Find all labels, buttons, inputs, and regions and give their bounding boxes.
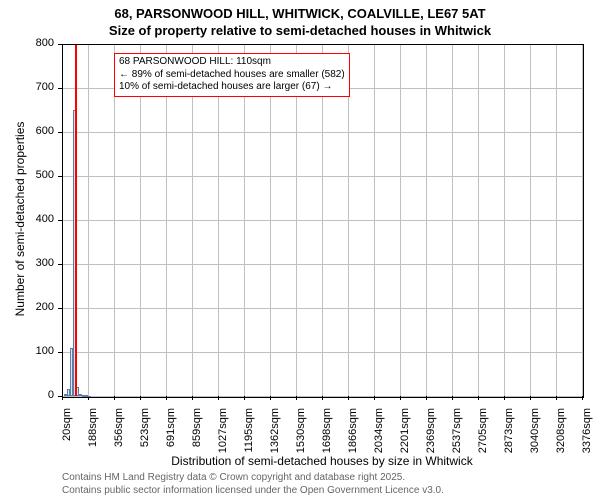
ytick-label: 400 (0, 213, 54, 225)
xtick-label: 2705sqm (477, 408, 489, 463)
xtick-label: 2201sqm (399, 408, 411, 463)
ytick-label: 300 (0, 257, 54, 269)
xtick-label: 2034sqm (373, 408, 385, 463)
xtick-label: 1195sqm (243, 408, 255, 463)
ytick-label: 200 (0, 301, 54, 313)
attribution-line2: Contains public sector information licen… (62, 485, 444, 496)
chart-container: 68, PARSONWOOD HILL, WHITWICK, COALVILLE… (0, 0, 600, 500)
ytick-label: 600 (0, 125, 54, 137)
chart-title-line1: 68, PARSONWOOD HILL, WHITWICK, COALVILLE… (0, 6, 600, 21)
xtick-label: 1866sqm (347, 408, 359, 463)
xtick-label: 188sqm (87, 408, 99, 463)
annotation-box: 68 PARSONWOOD HILL: 110sqm← 89% of semi-… (114, 53, 350, 97)
xtick-label: 3208sqm (555, 408, 567, 463)
attribution-line1: Contains HM Land Registry data © Crown c… (62, 472, 405, 483)
xtick-label: 20sqm (61, 408, 73, 463)
xtick-label: 1362sqm (269, 408, 281, 463)
ytick-label: 100 (0, 345, 54, 357)
plot-area (62, 44, 584, 398)
xtick-label: 859sqm (191, 408, 203, 463)
xtick-label: 1530sqm (295, 408, 307, 463)
ytick-label: 800 (0, 37, 54, 49)
xtick-label: 2537sqm (451, 408, 463, 463)
xtick-label: 1698sqm (321, 408, 333, 463)
annotation-line: 68 PARSONWOOD HILL: 110sqm (119, 56, 345, 69)
ytick-label: 500 (0, 169, 54, 181)
xtick-label: 2873sqm (503, 408, 515, 463)
xtick-label: 523sqm (139, 408, 151, 463)
xtick-label: 3376sqm (581, 408, 593, 463)
xtick-label: 1027sqm (217, 408, 229, 463)
xtick-label: 3040sqm (529, 408, 541, 463)
annotation-line: ← 89% of semi-detached houses are smalle… (119, 69, 345, 82)
annotation-line: 10% of semi-detached houses are larger (… (119, 81, 345, 94)
ytick-label: 700 (0, 81, 54, 93)
xtick-label: 356sqm (113, 408, 125, 463)
xtick-label: 2369sqm (425, 408, 437, 463)
chart-title-line2: Size of property relative to semi-detach… (0, 23, 600, 38)
ytick-label: 0 (0, 389, 54, 401)
xtick-label: 691sqm (165, 408, 177, 463)
